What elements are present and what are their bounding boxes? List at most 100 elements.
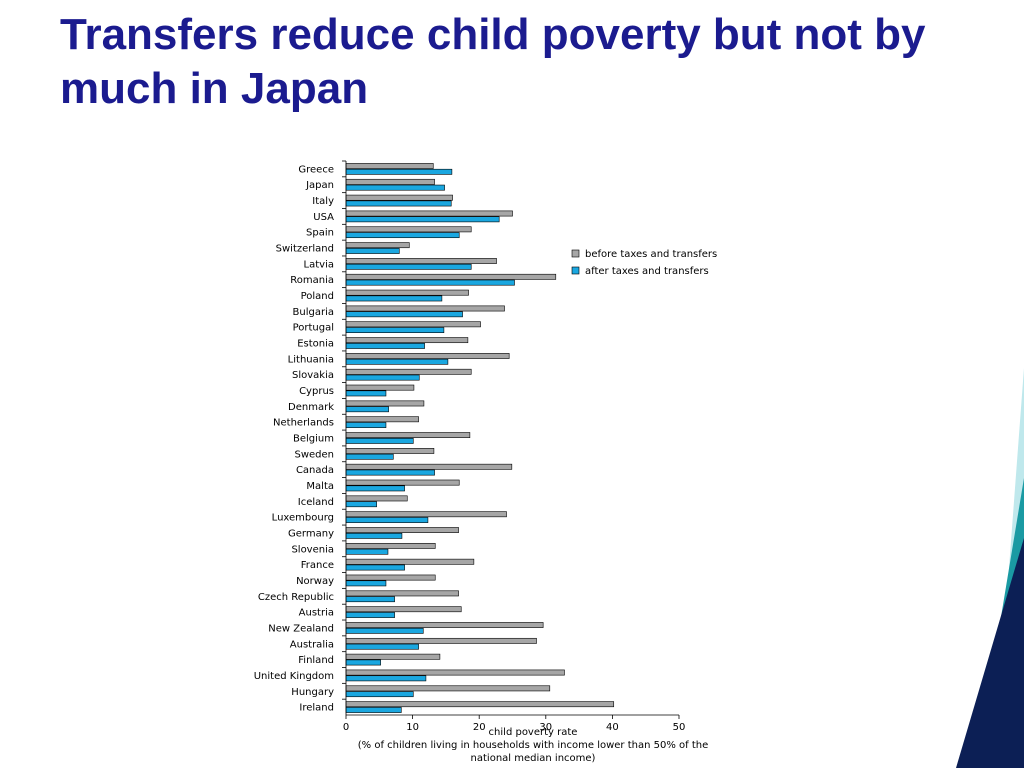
bar-before-malta [345,479,460,486]
category-label: USA [313,212,334,223]
category-label: Norway [296,576,334,587]
x-ticks: 0 10 20 30 40 50 [343,715,685,733]
bar-before-united-kingdom [345,669,565,676]
legend-label: before taxes and transfers [585,249,717,260]
x-tick-label: 30 [539,722,552,733]
bar-after-hungary [345,691,414,698]
category-label: Luxembourg [272,513,334,524]
bar-after-new-zealand [345,627,424,634]
category-label: New Zealand [268,623,334,634]
bar-after-estonia [345,343,425,349]
bar-before-czech-republic [345,590,459,597]
bar-before-japan [345,178,435,185]
bar-after-usa [345,216,500,223]
category-label: Netherlands [273,418,334,429]
bar-before-greece [345,163,434,169]
category-label: Belgium [293,434,334,445]
bar-after-cyprus [345,390,387,397]
category-label: Hungary [291,687,334,698]
bar-after-france [345,564,405,571]
bars-layer [345,163,615,713]
bar-after-malta [345,485,405,492]
bar-before-estonia [345,337,469,344]
bar-after-norway [345,580,387,587]
bar-before-slovakia [345,368,472,375]
bar-before-romania [345,273,557,280]
bar-after-luxembourg [345,517,429,523]
category-label: Slovenia [291,544,334,555]
bar-after-switzerland [345,248,400,254]
category-label: France [301,560,334,571]
x-tick-label: 40 [606,722,619,733]
category-label: Finland [298,655,334,666]
bar-after-slovenia [345,548,389,555]
category-label: United Kingdom [254,671,334,682]
category-label: Italy [312,196,334,207]
x-tick-label: 20 [473,722,486,733]
category-label: Denmark [288,402,334,413]
bar-before-belgium [345,432,471,438]
category-label: Bulgaria [293,307,334,318]
bar-before-bulgaria [345,305,505,312]
bar-before-australia [345,637,537,644]
bar-before-poland [345,289,469,296]
legend-swatch-before [571,249,580,258]
legend: before taxes and transfers after taxes an… [571,249,717,277]
slide-title: Transfers reduce child poverty but not b… [60,10,926,113]
bar-before-usa [345,210,513,217]
bar-after-portugal [345,327,445,333]
legend-swatch-after [571,266,580,275]
bar-before-norway [345,574,436,581]
legend-label: after taxes and transfers [585,266,709,277]
x-axis-label-line: national median income) [471,753,596,764]
category-label: Sweden [294,449,334,460]
bar-after-spain [345,232,460,239]
bar-after-italy [345,200,452,207]
corner-decoration [956,368,1024,768]
bar-after-austria [345,612,395,618]
bar-before-lithuania [345,353,510,359]
bar-before-netherlands [345,416,419,423]
category-label: Austria [299,608,334,619]
bar-before-hungary [345,685,551,692]
bar-after-japan [345,184,445,191]
bar-after-ireland [345,707,402,713]
x-tick-label: 0 [343,722,349,733]
category-label: Iceland [298,497,334,508]
category-label: Japan [305,180,334,191]
bar-after-slovakia [345,374,420,381]
category-label: Poland [301,291,334,302]
bar-after-bulgaria [345,311,463,318]
bar-after-belgium [345,437,414,444]
bar-before-spain [345,226,472,233]
bar-after-poland [345,295,443,302]
bar-before-finland [345,653,441,660]
x-tick-label: 10 [406,722,419,733]
bar-before-luxembourg [345,511,507,518]
bar-before-denmark [345,400,425,407]
bar-before-new-zealand [345,622,544,628]
bar-before-germany [345,527,459,533]
bar-after-finland [345,659,381,666]
x-axis-label-line: (% of children living in households with… [358,740,709,751]
category-label: Canada [296,465,334,476]
bar-before-canada [345,463,513,470]
bar-before-latvia [345,258,497,264]
category-label: Spain [306,228,334,239]
bar-after-denmark [345,406,389,413]
bar-after-romania [345,279,515,286]
bar-after-latvia [345,263,472,270]
category-label: Germany [288,528,334,539]
category-label: Czech Republic [258,592,334,603]
x-axis-label: child poverty rate (% of children living … [358,727,709,764]
category-label: Australia [290,639,334,650]
bar-after-canada [345,469,435,476]
bar-before-slovenia [345,542,436,549]
category-label: Estonia [297,339,334,350]
bar-after-sweden [345,453,394,460]
bar-after-australia [345,643,419,650]
bar-after-germany [345,532,403,539]
bar-before-italy [345,194,453,201]
category-label: Malta [306,481,334,492]
